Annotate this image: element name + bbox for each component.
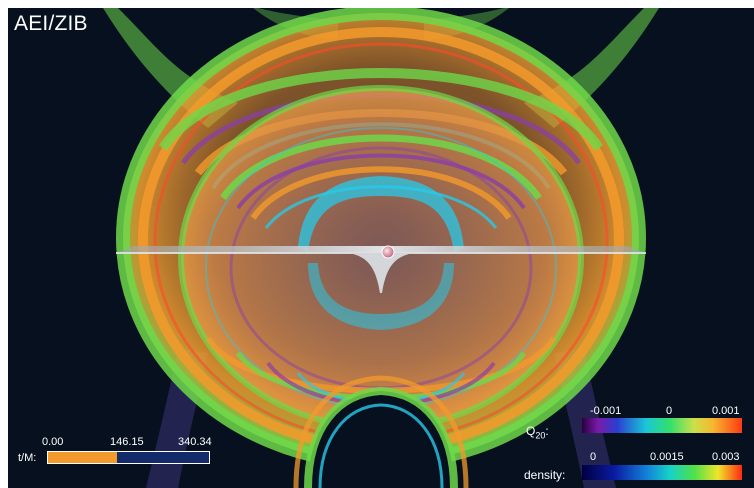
q20-label-suffix: : — [545, 424, 549, 438]
q20-tick-max: 0.001 — [712, 405, 740, 417]
q20-label-main: Q — [526, 424, 536, 438]
wave-shells-graphic — [103, 8, 659, 488]
time-label: t/M: — [18, 452, 37, 464]
credit-watermark: AEI/ZIB — [14, 12, 88, 35]
simulation-visualization: AEI/ZIB — [8, 8, 754, 488]
q20-colorbar — [582, 418, 742, 433]
time-progress-fill — [48, 452, 118, 463]
density-tick-min: 0 — [590, 451, 597, 463]
time-progress-bar — [47, 451, 210, 464]
time-tick-end: 340.34 — [178, 436, 212, 448]
q20-tick-mid: 0 — [666, 405, 673, 417]
density-label: density: — [524, 468, 566, 482]
time-tick-current: 146.15 — [110, 436, 144, 448]
time-tick-start: 0.00 — [42, 436, 64, 448]
density-colorbar — [582, 465, 742, 480]
density-tick-max: 0.003 — [712, 451, 740, 463]
q20-label: Q20: — [526, 424, 549, 440]
density-tick-mid: 0.0015 — [650, 451, 684, 463]
q20-tick-min: -0.001 — [590, 405, 622, 417]
q20-label-sub: 20 — [535, 430, 546, 441]
